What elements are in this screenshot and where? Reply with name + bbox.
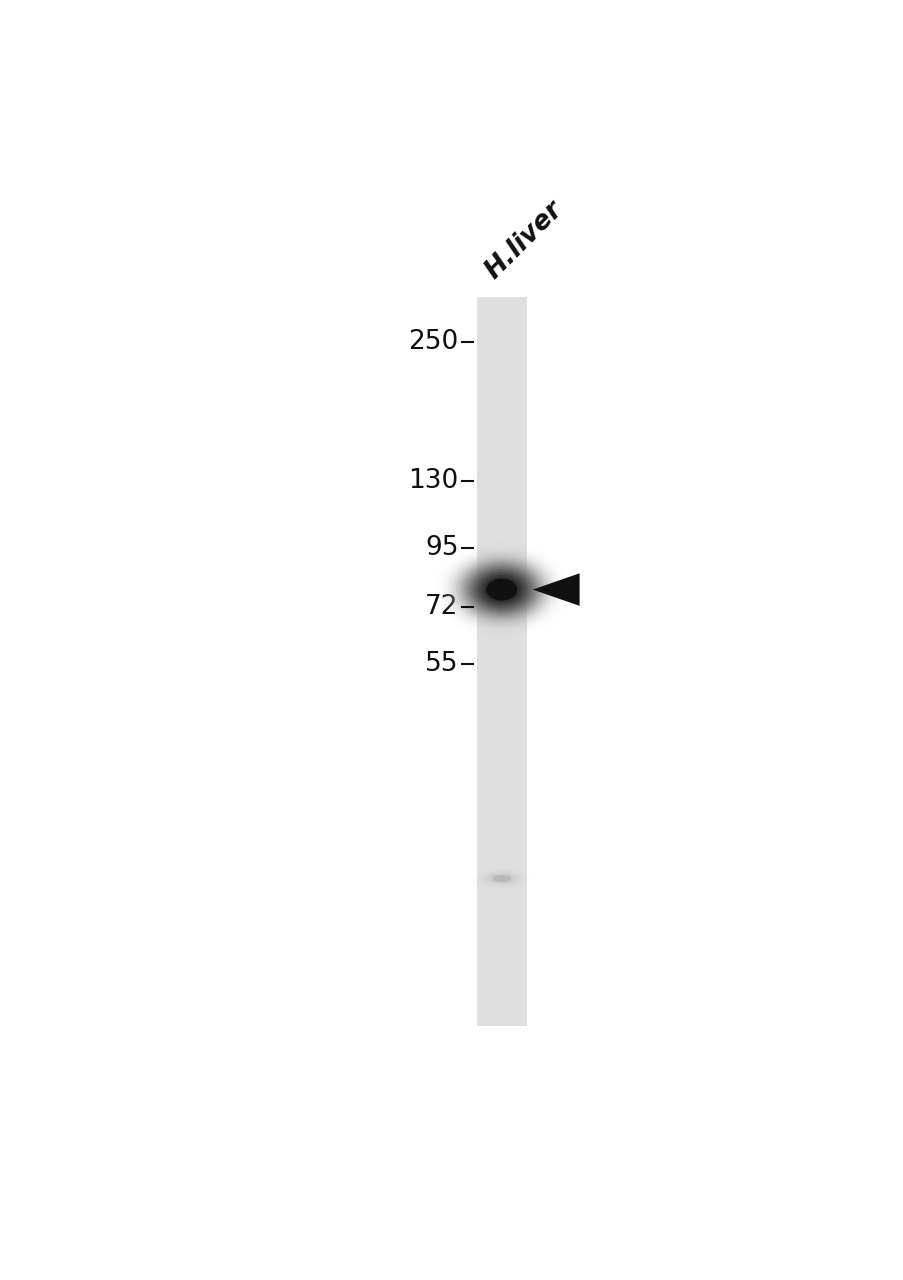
- Ellipse shape: [461, 561, 542, 618]
- Ellipse shape: [486, 579, 517, 600]
- Ellipse shape: [492, 876, 510, 882]
- Ellipse shape: [464, 563, 539, 616]
- Ellipse shape: [476, 869, 526, 888]
- Ellipse shape: [478, 573, 525, 607]
- Ellipse shape: [481, 872, 521, 886]
- Ellipse shape: [472, 570, 531, 611]
- Ellipse shape: [447, 552, 555, 627]
- Ellipse shape: [473, 868, 529, 890]
- Text: 130: 130: [407, 468, 458, 494]
- Text: 72: 72: [424, 594, 458, 620]
- Text: 250: 250: [407, 329, 458, 355]
- Text: H.liver: H.liver: [479, 197, 567, 284]
- Ellipse shape: [455, 557, 547, 622]
- Text: 55: 55: [424, 650, 458, 677]
- Ellipse shape: [470, 567, 534, 612]
- Ellipse shape: [480, 575, 522, 604]
- Ellipse shape: [444, 549, 558, 630]
- Ellipse shape: [486, 579, 517, 600]
- Ellipse shape: [489, 874, 513, 883]
- Ellipse shape: [483, 577, 519, 603]
- Ellipse shape: [452, 556, 550, 623]
- Ellipse shape: [467, 564, 536, 614]
- Text: 95: 95: [424, 535, 458, 561]
- Bar: [476, 297, 526, 1025]
- Ellipse shape: [479, 870, 524, 887]
- Polygon shape: [532, 573, 579, 605]
- Ellipse shape: [492, 876, 510, 882]
- Ellipse shape: [475, 571, 527, 608]
- Ellipse shape: [458, 559, 545, 620]
- Ellipse shape: [484, 872, 518, 886]
- Ellipse shape: [487, 873, 516, 884]
- Ellipse shape: [450, 553, 553, 626]
